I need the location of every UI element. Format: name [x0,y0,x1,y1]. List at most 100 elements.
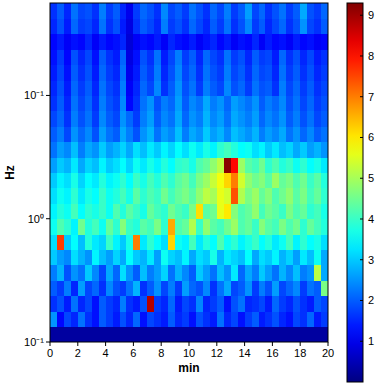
cell [182,111,189,127]
cell [50,265,57,281]
cell [182,34,189,50]
x-tick [161,342,162,346]
cell [50,142,57,158]
cell [245,111,252,127]
cell [189,188,196,204]
cell [71,80,78,96]
cell [168,80,175,96]
x-axis-label: min [178,361,199,375]
cell [196,203,203,219]
cell [57,234,64,250]
cell [182,327,189,342]
cell [168,49,175,65]
cell [161,296,168,312]
cell [217,95,224,111]
cell [147,280,154,296]
cell [224,111,231,127]
cell [133,327,140,342]
cell [85,296,92,312]
cell [196,188,203,204]
cell [300,219,307,235]
cell [113,311,120,327]
cell [189,49,196,65]
cell [259,219,266,235]
cell [321,157,328,173]
cell [252,265,259,281]
cell [113,157,120,173]
cell [245,280,252,296]
cell [217,111,224,127]
cell [189,327,196,342]
cell [210,157,217,173]
cell [57,18,64,34]
cell [85,34,92,50]
cell [113,280,120,296]
cell [272,203,279,219]
cell [300,311,307,327]
cell [252,95,259,111]
cell [286,142,293,158]
cell [307,188,314,204]
cell [245,296,252,312]
cell [78,265,85,281]
cell [120,250,127,266]
cell [259,173,266,189]
cell [85,219,92,235]
cell [307,3,314,19]
cell [175,3,182,19]
cell [231,311,238,327]
cell [71,188,78,204]
cell [168,188,175,204]
cell [99,3,106,19]
cell [265,3,272,19]
cell [106,142,113,158]
cell [133,203,140,219]
cell [182,173,189,189]
colorbar-tick-label: 4 [368,213,374,225]
cell [210,265,217,281]
cell [293,157,300,173]
cell [140,203,147,219]
cell [99,280,106,296]
cell [168,111,175,127]
cell [238,157,245,173]
cell [224,18,231,34]
cell [182,95,189,111]
cell [50,80,57,96]
cell [286,234,293,250]
cell [238,49,245,65]
cell [50,18,57,34]
cell [57,65,64,81]
cell [203,234,210,250]
cell [231,3,238,19]
cell [182,3,189,19]
cell [50,296,57,312]
cell [210,126,217,142]
cell [203,265,210,281]
cell [50,327,57,342]
cell [210,142,217,158]
cell [113,265,120,281]
cell [252,327,259,342]
cell [189,296,196,312]
cell [189,126,196,142]
cell [231,265,238,281]
cell [279,265,286,281]
cell [182,142,189,158]
cell [293,280,300,296]
cell [307,18,314,34]
cell [113,327,120,342]
x-tick-label: 0 [47,347,53,359]
cell [147,80,154,96]
cell [286,280,293,296]
x-tick-label: 10 [183,347,195,359]
cell [272,157,279,173]
cell [120,173,127,189]
cell [147,18,154,34]
cell [279,18,286,34]
cell [64,234,71,250]
cell [161,250,168,266]
cell [272,111,279,127]
cell [57,111,64,127]
cell [196,173,203,189]
